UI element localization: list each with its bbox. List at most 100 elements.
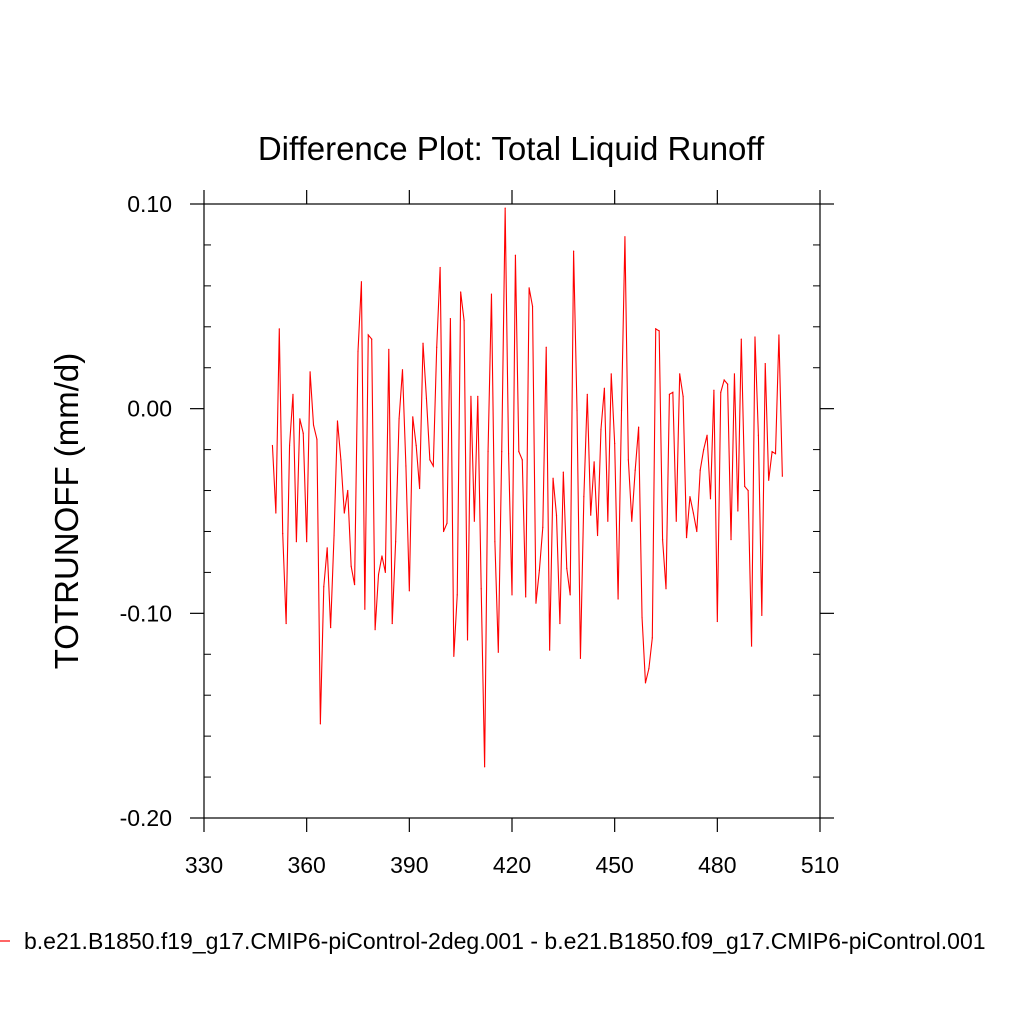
data-point [740, 338, 742, 340]
data-point [504, 207, 506, 209]
data-point [528, 287, 530, 289]
y-tick-label: -0.20 [120, 805, 172, 831]
data-point [360, 281, 363, 283]
data-point [730, 539, 732, 541]
data-point [521, 459, 523, 461]
data-point [586, 393, 588, 395]
data-point [473, 520, 475, 522]
data-point [562, 471, 564, 473]
data-point [627, 459, 629, 461]
data-point [583, 496, 585, 498]
data-point [754, 336, 756, 338]
data-point [648, 667, 650, 670]
data-point [306, 541, 308, 543]
data-point [480, 588, 482, 590]
data-point [391, 622, 393, 625]
data-point [364, 608, 366, 610]
data-point [703, 449, 705, 451]
data-point [490, 293, 493, 295]
data-point [343, 512, 345, 514]
data-point [727, 383, 729, 385]
data-point [501, 451, 503, 453]
data-point [422, 342, 424, 344]
data-point [381, 555, 383, 557]
data-point [764, 363, 766, 365]
data-point [432, 465, 434, 467]
data-point [579, 657, 582, 659]
data-point [535, 602, 537, 604]
data-point [470, 395, 472, 397]
data-point [631, 520, 633, 522]
data-point [744, 485, 746, 488]
data-point [340, 459, 342, 461]
data-point [655, 328, 657, 330]
data-point [408, 590, 410, 592]
y-tick-label: -0.10 [120, 600, 172, 626]
data-point [487, 451, 489, 453]
data-point [620, 410, 623, 412]
data-point [617, 598, 619, 600]
data-point [446, 522, 448, 524]
data-point [278, 328, 280, 330]
data-point [778, 334, 780, 336]
data-point [679, 373, 681, 375]
data-point [644, 682, 647, 684]
data-point [641, 616, 643, 619]
data-point [696, 530, 698, 533]
data-point [507, 453, 510, 455]
data-point [590, 514, 592, 516]
data-point [477, 395, 479, 397]
data-point [401, 369, 404, 371]
data-point [419, 487, 421, 490]
data-point [566, 567, 568, 569]
data-point [347, 489, 349, 492]
data-point [720, 391, 722, 393]
data-point [388, 348, 390, 350]
data-point [323, 586, 325, 588]
data-point [377, 573, 380, 576]
data-point [771, 451, 773, 453]
data-point [665, 588, 667, 590]
y-axis-label: TOTRUNOFF (mm/d) [48, 353, 85, 670]
data-point [531, 305, 534, 307]
data-point [542, 526, 544, 528]
data-point [436, 346, 438, 348]
data-point [456, 594, 458, 596]
data-point [466, 639, 469, 641]
data-point [709, 498, 712, 500]
data-point [463, 320, 465, 322]
data-point [672, 391, 674, 393]
data-point [634, 469, 636, 471]
data-point [395, 541, 397, 543]
data-point [525, 596, 527, 598]
axis-ticks [190, 190, 834, 832]
y-tick-labels: 0.10 0.00 -0.10 -0.20 [120, 191, 172, 831]
data-point [614, 442, 616, 445]
data-point [302, 432, 304, 434]
data-point [398, 418, 400, 420]
data-point [309, 371, 311, 373]
data-point [603, 387, 606, 389]
data-point [453, 655, 455, 657]
data-point [593, 461, 595, 463]
data-point [497, 651, 499, 653]
data-point [658, 330, 660, 332]
data-point [299, 418, 301, 420]
data-point [573, 250, 575, 252]
data-point [295, 541, 297, 543]
data-point [439, 266, 441, 269]
data-point [747, 489, 749, 492]
data-point [357, 350, 359, 352]
data-point [552, 477, 554, 479]
data-point [518, 451, 520, 453]
x-tick-label: 330 [185, 852, 223, 878]
data-point [596, 534, 599, 537]
data-point [555, 514, 558, 516]
data-point [449, 318, 451, 320]
data-point [484, 766, 486, 768]
data-point [774, 453, 777, 455]
data-point [549, 649, 551, 651]
data-point [661, 539, 664, 541]
data-points [271, 207, 783, 768]
